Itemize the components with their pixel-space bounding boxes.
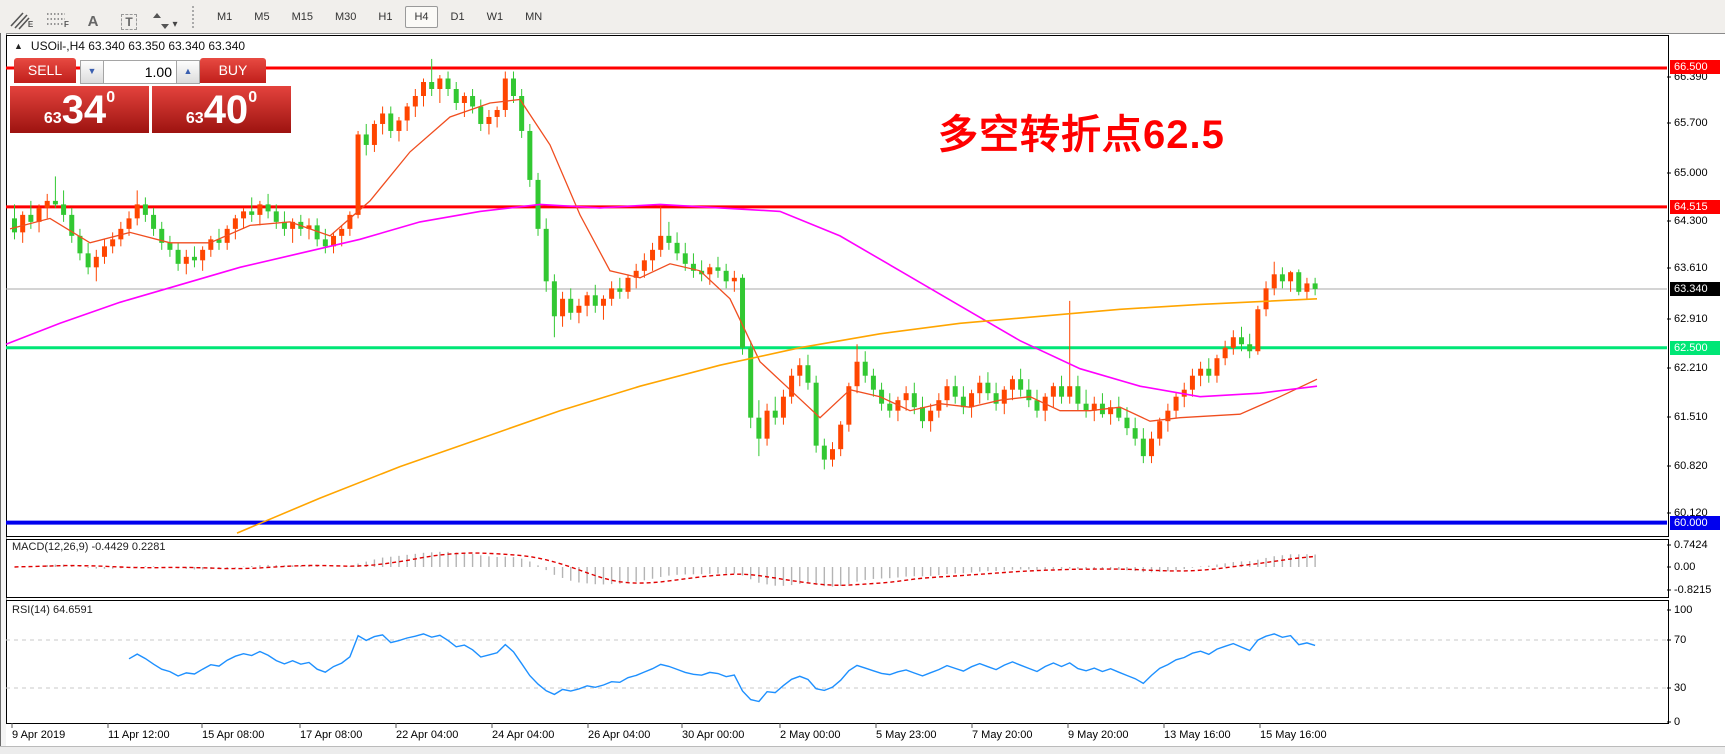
rsi-axis-label: 30 [1674,682,1687,694]
text-label-icon[interactable]: T [114,4,144,30]
sell-price-tile[interactable]: 63 34 0 [10,86,149,133]
symbol-ohlc-text: USOil-,H4 63.340 63.350 63.340 63.340 [30,39,246,53]
collapse-indicator-icon[interactable]: ▲ [14,41,23,51]
arrows-tool-icon[interactable]: ▾ [150,4,180,30]
rsi-axis-label: 70 [1674,634,1687,646]
sell-price-whole: 63 [43,110,62,127]
price-tick-label: 64.300 [1674,215,1708,227]
sell-button[interactable]: SELL [14,58,76,83]
price-badge-64.515: 64.515 [1670,200,1720,214]
buy-price-tile[interactable]: 63 40 0 [152,86,291,133]
price-tick-label: 62.910 [1674,313,1708,325]
timeframe-button-m1[interactable]: M1 [217,10,233,23]
time-axis-label: 15 Apr 08:00 [202,729,265,741]
price-badge-62.500: 62.500 [1670,341,1720,355]
buy-price-pips: 40 [203,87,249,132]
price-tick-label: 63.610 [1674,262,1708,274]
time-axis-label: 17 Apr 08:00 [300,729,363,741]
sell-price-pips: 34 [61,87,107,132]
toolbar: E F A T ▾ M1 M5 M15 M30 H1 H4 D1 W1 MN [0,0,1725,34]
sell-price-point: 0 [106,89,116,106]
price-tick-label: 66.390 [1674,71,1708,83]
chart-annotation-text: 多空转折点62.5 [938,113,1225,157]
price-tick-label: 65.000 [1674,167,1708,179]
rsi-label: RSI(14) 64.6591 [12,604,93,616]
symbol-header: ▲ USOil-,H4 63.340 63.350 63.340 63.340 [14,39,245,53]
buy-price-point: 0 [248,89,258,106]
time-axis-label: 2 May 00:00 [780,729,841,741]
time-axis-label: 9 May 20:00 [1068,729,1129,741]
timeframe-button-m30[interactable]: M30 [334,10,357,23]
tool-sub-label: F [64,19,69,29]
time-axis-label: 7 May 20:00 [972,729,1033,741]
equidistant-channel-icon[interactable]: E [6,4,36,30]
price-tick-label: 60.820 [1674,460,1708,472]
time-axis-label: 9 Apr 2019 [12,729,66,741]
buy-button[interactable]: BUY [200,58,266,83]
time-axis-label: 22 Apr 04:00 [396,729,459,741]
tool-sub-label: E [27,19,34,29]
timeframe-button-m15[interactable]: M15 [291,10,313,23]
rsi-panel[interactable] [6,600,1669,724]
price-tick-label: 62.210 [1674,362,1708,374]
time-axis[interactable] [6,724,1725,746]
time-axis-label: 5 May 23:00 [876,729,937,741]
price-badge-63.340: 63.340 [1670,282,1720,296]
timeframe-button-m5[interactable]: M5 [254,10,270,23]
price-badge-66.500: 66.500 [1670,60,1720,74]
price-badge-60.000: 60.000 [1670,516,1720,530]
time-axis-label: 24 Apr 04:00 [492,729,555,741]
rsi-axis-label: 100 [1674,604,1693,616]
timeframe-button-h4[interactable]: H4 [405,5,438,28]
text-tool-icon[interactable]: A [78,4,108,30]
timeframe-button-w1[interactable]: W1 [486,10,504,23]
one-click-trade-panel: SELL ▼ ▲ BUY 63 34 0 63 40 0 [10,58,292,133]
macd-label: MACD(12,26,9) -0.4429 0.2281 [12,541,166,553]
volume-input[interactable] [103,60,178,84]
buy-price-whole: 63 [185,110,204,127]
timeframe-button-h1[interactable]: H1 [378,10,393,23]
dropdown-caret-icon[interactable]: ▾ [172,18,178,30]
volume-decrease-button[interactable]: ▼ [80,60,104,84]
timeframe-button-mn[interactable]: MN [525,10,543,23]
time-axis-label: 26 Apr 04:00 [588,729,651,741]
price-tick-label: 61.510 [1674,411,1708,423]
macd-axis-label: -0.8215 [1674,584,1712,596]
macd-panel[interactable] [6,539,1669,598]
timeframe-button-d1[interactable]: D1 [450,10,465,23]
toolbar-separator [192,5,198,28]
time-axis-label: 11 Apr 12:00 [108,729,170,741]
price-tick-label: 65.700 [1674,117,1708,129]
window-bottom-edge [0,746,1725,754]
time-axis-label: 13 May 16:00 [1164,729,1231,741]
macd-axis-label: 0.00 [1674,561,1696,573]
text-label-glyph: T [121,13,137,30]
rsi-axis-label: 0 [1674,716,1681,728]
fibonacci-icon[interactable]: F [42,4,72,30]
time-axis-label: 30 Apr 00:00 [682,729,745,741]
macd-axis-label: 0.7424 [1674,539,1708,551]
timeframe-group: M1 M5 M15 M30 H1 H4 D1 W1 MN [206,5,553,28]
text-tool-glyph: A [87,12,99,30]
volume-increase-button[interactable]: ▲ [176,60,200,84]
time-axis-label: 15 May 16:00 [1260,729,1327,741]
